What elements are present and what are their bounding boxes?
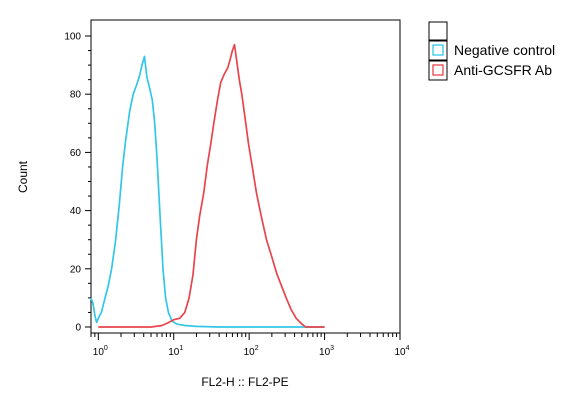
series-line-1 <box>90 55 325 328</box>
y-axis-ticks: 0 20 40 60 80 100 <box>64 32 91 334</box>
legend: Negative control Anti-GCSFR Ab <box>428 21 555 81</box>
x-tick-label: 104 <box>394 345 409 358</box>
x-axis-label: FL2-H :: FL2-PE <box>201 375 288 389</box>
x-tick-label: 101 <box>168 345 183 358</box>
x-tick-label: 103 <box>319 345 334 358</box>
y-tick-label: 60 <box>70 148 82 159</box>
plot-frame <box>90 19 401 334</box>
x-tick-label: 102 <box>244 345 259 358</box>
y-tick-label: 100 <box>64 32 81 43</box>
legend-entries: Negative control Anti-GCSFR Ab <box>428 40 555 81</box>
y-tick-label: 0 <box>75 323 81 334</box>
series-layer <box>90 43 325 328</box>
x-tick-label: 100 <box>93 345 108 358</box>
legend-label: Negative control <box>454 42 555 58</box>
series-line-2 <box>98 43 325 328</box>
y-tick-label: 20 <box>70 264 82 275</box>
legend-header-swatch <box>428 21 448 41</box>
y-tick-label: 40 <box>70 206 82 217</box>
y-axis-minor-ticks <box>88 50 91 313</box>
x-axis-ticks: 100 101 102 103 104 <box>90 333 410 358</box>
y-axis-label: Count <box>16 160 30 193</box>
legend-label: Anti-GCSFR Ab <box>454 62 552 78</box>
legend-swatch <box>432 64 444 76</box>
legend-swatch <box>432 44 444 56</box>
y-tick-label: 80 <box>70 90 82 101</box>
